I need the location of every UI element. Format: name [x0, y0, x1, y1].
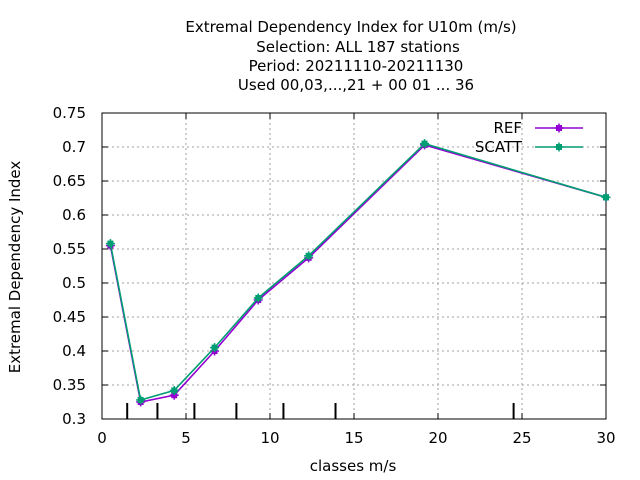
- x-tick-label: 5: [181, 429, 191, 447]
- y-tick-labels: 0.3 0.35 0.4 0.45 0.5 0.55 0.6 0.65 0.7 0.75: [53, 104, 86, 428]
- y-tick-label: 0.6: [62, 206, 86, 224]
- y-tick-label: 0.75: [53, 104, 86, 122]
- y-axis-label: Extremal Dependency Index: [6, 161, 24, 374]
- axis-ticks: [101, 112, 607, 420]
- x-tick-label: 10: [260, 429, 279, 447]
- y-tick-label: 0.45: [53, 308, 86, 326]
- data-point-scatt: [420, 139, 430, 149]
- class-boundary-markers: [126, 403, 515, 419]
- legend-marker-ref: [554, 123, 564, 133]
- chart-title: Extremal Dependency Index for U10m (m/s)…: [185, 18, 516, 94]
- y-tick-label: 0.3: [62, 410, 86, 428]
- x-tick-labels: 0 5 10 15 20 25 30: [97, 429, 615, 447]
- y-tick-label: 0.65: [53, 172, 86, 190]
- data-series: [105, 139, 611, 407]
- title-line-1: Extremal Dependency Index for U10m (m/s): [185, 18, 516, 36]
- y-tick-label: 0.5: [62, 274, 86, 292]
- data-point-scatt: [136, 395, 146, 405]
- y-tick-label: 0.55: [53, 240, 86, 258]
- series-line-scatt: [109, 142, 607, 402]
- x-tick-label: 25: [512, 429, 531, 447]
- title-line-4: Used 00,03,...,21 + 00 01 ... 36: [238, 76, 474, 94]
- series-scatt: [105, 139, 611, 405]
- y-tick-label: 0.4: [62, 342, 86, 360]
- x-tick-label: 30: [596, 429, 615, 447]
- data-point-scatt: [304, 251, 314, 261]
- grid: [102, 113, 606, 419]
- series-ref: [105, 140, 611, 407]
- title-line-2: Selection: ALL 187 stations: [256, 38, 460, 56]
- data-point-scatt: [253, 293, 263, 303]
- legend-item-ref: REF: [493, 119, 583, 137]
- y-tick-label: 0.35: [53, 376, 86, 394]
- legend-label-ref: REF: [493, 119, 522, 137]
- legend-marker-scatt: [554, 142, 564, 152]
- x-axis-label: classes m/s: [310, 457, 397, 475]
- data-point-scatt: [210, 343, 220, 353]
- x-tick-label: 0: [97, 429, 107, 447]
- legend-item-scatt: SCATT: [475, 138, 583, 156]
- data-point-scatt: [169, 385, 179, 395]
- x-tick-label: 20: [428, 429, 447, 447]
- y-tick-label: 0.7: [62, 138, 86, 156]
- series-line-ref: [109, 144, 607, 403]
- data-point-scatt: [601, 192, 611, 202]
- legend-label-scatt: SCATT: [475, 138, 523, 156]
- title-line-3: Period: 20211110-20211130: [249, 57, 464, 75]
- x-tick-label: 15: [344, 429, 363, 447]
- data-point-scatt: [105, 239, 115, 249]
